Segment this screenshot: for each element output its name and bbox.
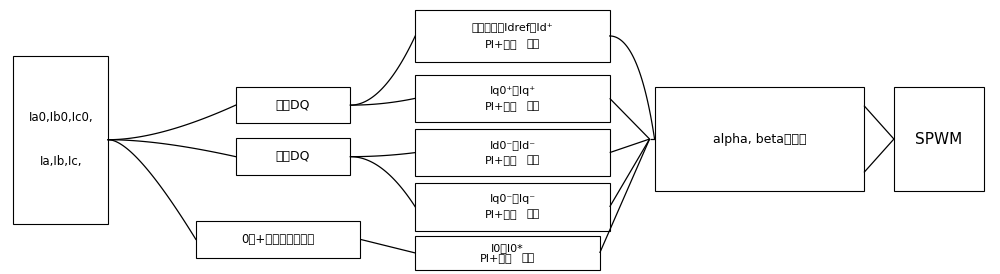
Text: Iq0⁻与Iq⁻: Iq0⁻与Iq⁻ [489,194,536,204]
Text: alpha, beta逆变换: alpha, beta逆变换 [713,133,806,145]
Bar [415,236,600,270]
Text: PI+重复: PI+重复 [480,253,513,263]
Text: 控制: 控制 [526,101,539,111]
Bar [415,75,610,122]
Bar [13,56,108,224]
Bar [415,183,610,231]
Bar [196,221,360,258]
Bar [236,87,350,124]
Text: 正序DQ: 正序DQ [276,99,310,112]
Text: 负序DQ: 负序DQ [276,150,310,163]
Text: 控制: 控制 [526,209,539,219]
Bar [415,10,610,62]
Text: Iq0⁺与Iq⁺: Iq0⁺与Iq⁺ [489,86,536,96]
Text: 母线调节量Idref与Id⁺: 母线调节量Idref与Id⁺ [472,22,553,33]
Bar [894,87,984,191]
Text: PI+重复: PI+重复 [485,155,518,165]
Text: 控制: 控制 [526,155,539,165]
Bar [415,129,610,176]
Text: 控制: 控制 [521,253,534,263]
Text: 控制: 控制 [526,39,539,49]
Text: PI+重复: PI+重复 [485,209,518,219]
Text: I0与I0*: I0与I0* [491,242,524,253]
Bar [236,138,350,175]
Bar [655,87,864,191]
Text: SPWM: SPWM [915,132,962,147]
Text: Ia,Ib,Ic,: Ia,Ib,Ic, [39,155,82,168]
Text: PI+重复: PI+重复 [485,39,518,49]
Text: Id0⁻与Id⁻: Id0⁻与Id⁻ [489,140,536,150]
Text: 0序+正负母线差调节: 0序+正负母线差调节 [241,233,315,246]
Text: Ia0,Ib0,Ic0,: Ia0,Ib0,Ic0, [28,111,93,124]
Text: PI+重复: PI+重复 [485,101,518,111]
